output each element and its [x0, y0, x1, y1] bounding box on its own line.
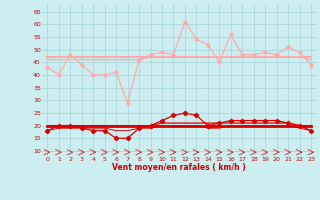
X-axis label: Vent moyen/en rafales ( km/h ): Vent moyen/en rafales ( km/h )	[112, 163, 246, 172]
